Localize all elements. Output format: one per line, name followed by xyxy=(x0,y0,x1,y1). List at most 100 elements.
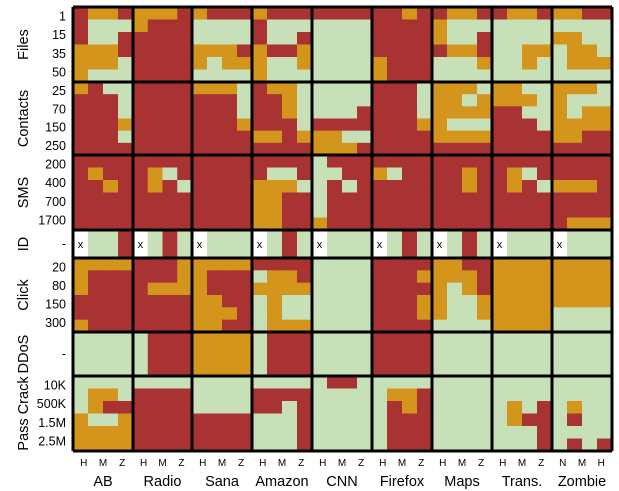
heatmap-cell xyxy=(492,118,508,132)
heatmap-cell xyxy=(282,413,298,427)
heatmap-cell xyxy=(552,180,568,193)
row-tick-label: 20 xyxy=(52,260,66,274)
heatmap-cell xyxy=(432,438,448,452)
heatmap-cell xyxy=(222,19,238,33)
heatmap-cell xyxy=(342,167,358,181)
heatmap-cell xyxy=(133,32,149,45)
heatmap-cell xyxy=(147,346,163,362)
heatmap-cell xyxy=(252,270,268,284)
heatmap-cell xyxy=(597,438,613,452)
heatmap-cell xyxy=(417,106,433,119)
heatmap-cell xyxy=(447,205,463,218)
heatmap-cell xyxy=(432,167,448,181)
heatmap-cell xyxy=(222,142,238,156)
column-level-label: Z xyxy=(119,458,125,469)
heatmap-cell xyxy=(537,282,553,296)
heatmap-cell xyxy=(477,44,493,58)
heatmap-cell xyxy=(462,19,478,33)
heatmap-cell xyxy=(133,282,149,296)
id-marker-label: x xyxy=(377,239,383,251)
heatmap-cell xyxy=(477,69,493,83)
heatmap-cell xyxy=(462,57,478,70)
heatmap-cell xyxy=(162,376,178,389)
row-tick-label: 300 xyxy=(45,316,66,330)
heatmap-cell xyxy=(192,142,208,156)
heatmap-cell xyxy=(447,106,463,119)
heatmap-cell xyxy=(477,106,493,119)
column-level-label: M xyxy=(278,458,286,469)
heatmap-cell xyxy=(582,282,598,296)
heatmap-cell xyxy=(192,270,208,284)
heatmap-cell xyxy=(177,295,193,308)
heatmap-cell xyxy=(207,94,223,107)
heatmap-cell xyxy=(507,118,523,132)
heatmap-cell xyxy=(88,130,104,144)
heatmap-cell xyxy=(357,155,373,168)
heatmap-cell xyxy=(222,82,238,95)
heatmap-cell xyxy=(207,155,223,168)
heatmap-cell xyxy=(177,167,193,181)
heatmap-cell xyxy=(552,376,568,389)
heatmap-cell xyxy=(103,413,119,427)
heatmap-cell xyxy=(582,167,598,181)
heatmap-cell xyxy=(357,258,373,271)
heatmap-cell xyxy=(177,332,193,348)
heatmap-cell xyxy=(88,401,104,414)
id-marker-label: x xyxy=(138,239,144,251)
heatmap-cell xyxy=(192,7,208,20)
heatmap-cell xyxy=(282,438,298,452)
heatmap-cell xyxy=(162,57,178,70)
heatmap-cell xyxy=(552,401,568,414)
heatmap-cell xyxy=(357,118,373,132)
heatmap-cell xyxy=(207,57,223,70)
heatmap-cell xyxy=(522,44,538,58)
heatmap-cell xyxy=(432,388,448,402)
heatmap-cell xyxy=(88,205,104,218)
heatmap-cell xyxy=(582,82,598,95)
heatmap-cell xyxy=(357,19,373,33)
heatmap-cell xyxy=(207,230,223,259)
heatmap-cell xyxy=(537,217,553,231)
heatmap-cell xyxy=(282,332,298,348)
heatmap-cell xyxy=(462,94,478,107)
heatmap-cell xyxy=(222,69,238,83)
heatmap-cell xyxy=(357,130,373,144)
heatmap-cell xyxy=(237,106,253,119)
heatmap-cell xyxy=(447,332,463,348)
heatmap-cell xyxy=(103,282,119,296)
heatmap-cell xyxy=(237,230,253,259)
heatmap-cell xyxy=(267,332,283,348)
heatmap-cell xyxy=(282,217,298,231)
heatmap-cell xyxy=(372,142,388,156)
heatmap-cell xyxy=(342,230,358,259)
heatmap-cell xyxy=(492,438,508,452)
heatmap-cell xyxy=(552,413,568,427)
heatmap-cell xyxy=(282,258,298,271)
heatmap-cell xyxy=(357,361,373,377)
heatmap-cell xyxy=(222,319,238,333)
heatmap-cell xyxy=(477,258,493,271)
heatmap-cell xyxy=(492,44,508,58)
heatmap-cell xyxy=(207,118,223,132)
heatmap-cell xyxy=(582,295,598,308)
heatmap-cell xyxy=(492,388,508,402)
heatmap-cell xyxy=(402,401,418,414)
heatmap-cell xyxy=(552,230,568,259)
heatmap-cell xyxy=(522,130,538,144)
heatmap-cell xyxy=(432,217,448,231)
heatmap-cell xyxy=(207,295,223,308)
heatmap-cell xyxy=(567,94,583,107)
app-name-label: Maps xyxy=(444,474,479,490)
heatmap-cell xyxy=(162,388,178,402)
heatmap-cell xyxy=(297,361,313,377)
heatmap-cell xyxy=(312,130,328,144)
heatmap-cell xyxy=(492,57,508,70)
row-tick-label: 1.5M xyxy=(38,416,66,430)
heatmap-cell xyxy=(522,192,538,206)
heatmap-cell xyxy=(282,361,298,377)
heatmap-cell xyxy=(537,155,553,168)
heatmap-cell xyxy=(567,401,583,414)
column-level-label: H xyxy=(319,458,326,469)
heatmap-cell xyxy=(417,295,433,308)
heatmap-cell xyxy=(537,332,553,348)
